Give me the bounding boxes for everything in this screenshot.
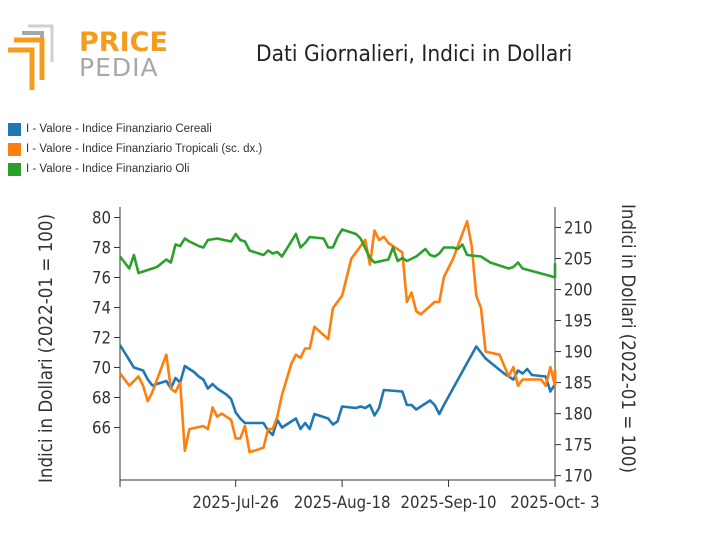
left-tick-label: 66: [92, 418, 111, 438]
left-tick-label: 78: [92, 238, 111, 258]
right-tick-label: 195: [564, 311, 593, 331]
series-line-oli: [118, 228, 557, 279]
legend-swatch-oli: [8, 162, 21, 176]
right-tick-label: 200: [564, 280, 593, 300]
chart-title: Dati Giornalieri, Indici in Dollari: [256, 42, 573, 67]
right-tick-label: 210: [564, 218, 593, 238]
x-tick-label: 2025-Aug-18: [294, 492, 391, 512]
legend-label-cereali: I - Valore - Indice Finanziario Cereali: [26, 123, 212, 135]
legend-item-tropicali: I - Valore - Indice Finanziario Tropical…: [8, 139, 262, 159]
legend-label-oli: I - Valore - Indice Finanziario Oli: [26, 163, 190, 175]
left-tick-label: 68: [92, 388, 111, 408]
legend-swatch-cereali: [8, 122, 21, 136]
series-line-tropicali: [118, 220, 557, 454]
left-tick-label: 76: [92, 268, 111, 288]
logo-mark: [8, 24, 54, 90]
left-tick-label: 72: [92, 328, 111, 348]
logo-text-pedia: PEDIA: [79, 53, 159, 82]
chart-legend: I - Valore - Indice Finanziario Cereali …: [8, 119, 262, 179]
left-tick-label: 74: [92, 298, 111, 318]
right-tick-label: 175: [564, 435, 593, 455]
left-tick-label: 70: [92, 358, 111, 378]
right-tick-label: 180: [564, 404, 593, 424]
left-tick-label: 80: [92, 208, 111, 228]
x-tick-label: 2025-Sep-10: [401, 492, 497, 512]
right-tick-label: 170: [564, 466, 593, 486]
logo-text-price: PRICE: [79, 27, 168, 58]
right-tick-label: 205: [564, 249, 593, 269]
legend-item-cereali: I - Valore - Indice Finanziario Cereali: [8, 119, 262, 139]
pricepedia-logo: PRICE PEDIA: [8, 24, 168, 90]
x-tick-label: 2025-Oct- 3: [510, 492, 599, 512]
y-axis-title: Indici in Dollari (2022-01 = 100): [35, 214, 57, 483]
legend-label-tropicali: I - Valore - Indice Finanziario Tropical…: [26, 143, 263, 155]
series-line-cereali: [118, 344, 557, 437]
y2-axis-title: Indici in Dollari (2022-01 = 100): [617, 204, 639, 473]
right-tick-label: 190: [564, 342, 593, 362]
right-tick-label: 185: [564, 373, 593, 393]
legend-item-oli: I - Valore - Indice Finanziario Oli: [8, 159, 262, 179]
x-tick-label: 2025-Jul-26: [192, 492, 279, 512]
legend-swatch-tropicali: [8, 142, 21, 156]
